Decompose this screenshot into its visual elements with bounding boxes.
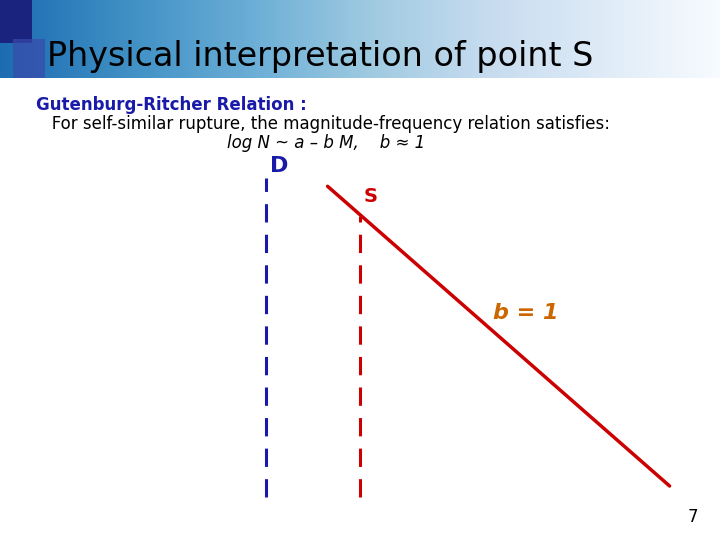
FancyBboxPatch shape [13,39,45,78]
Text: D: D [270,156,289,176]
Text: Physical interpretation of point S: Physical interpretation of point S [47,40,593,73]
Text: For self-similar rupture, the magnitude-frequency relation satisfies:: For self-similar rupture, the magnitude-… [36,115,610,133]
Text: log N ~ a – b M,    b ≈ 1: log N ~ a – b M, b ≈ 1 [227,134,425,152]
Text: 7: 7 [688,509,698,526]
Text: S: S [364,187,377,206]
Text: b = 1: b = 1 [493,303,559,323]
FancyBboxPatch shape [0,0,32,43]
Text: Gutenburg-Ritcher Relation :: Gutenburg-Ritcher Relation : [36,96,307,114]
